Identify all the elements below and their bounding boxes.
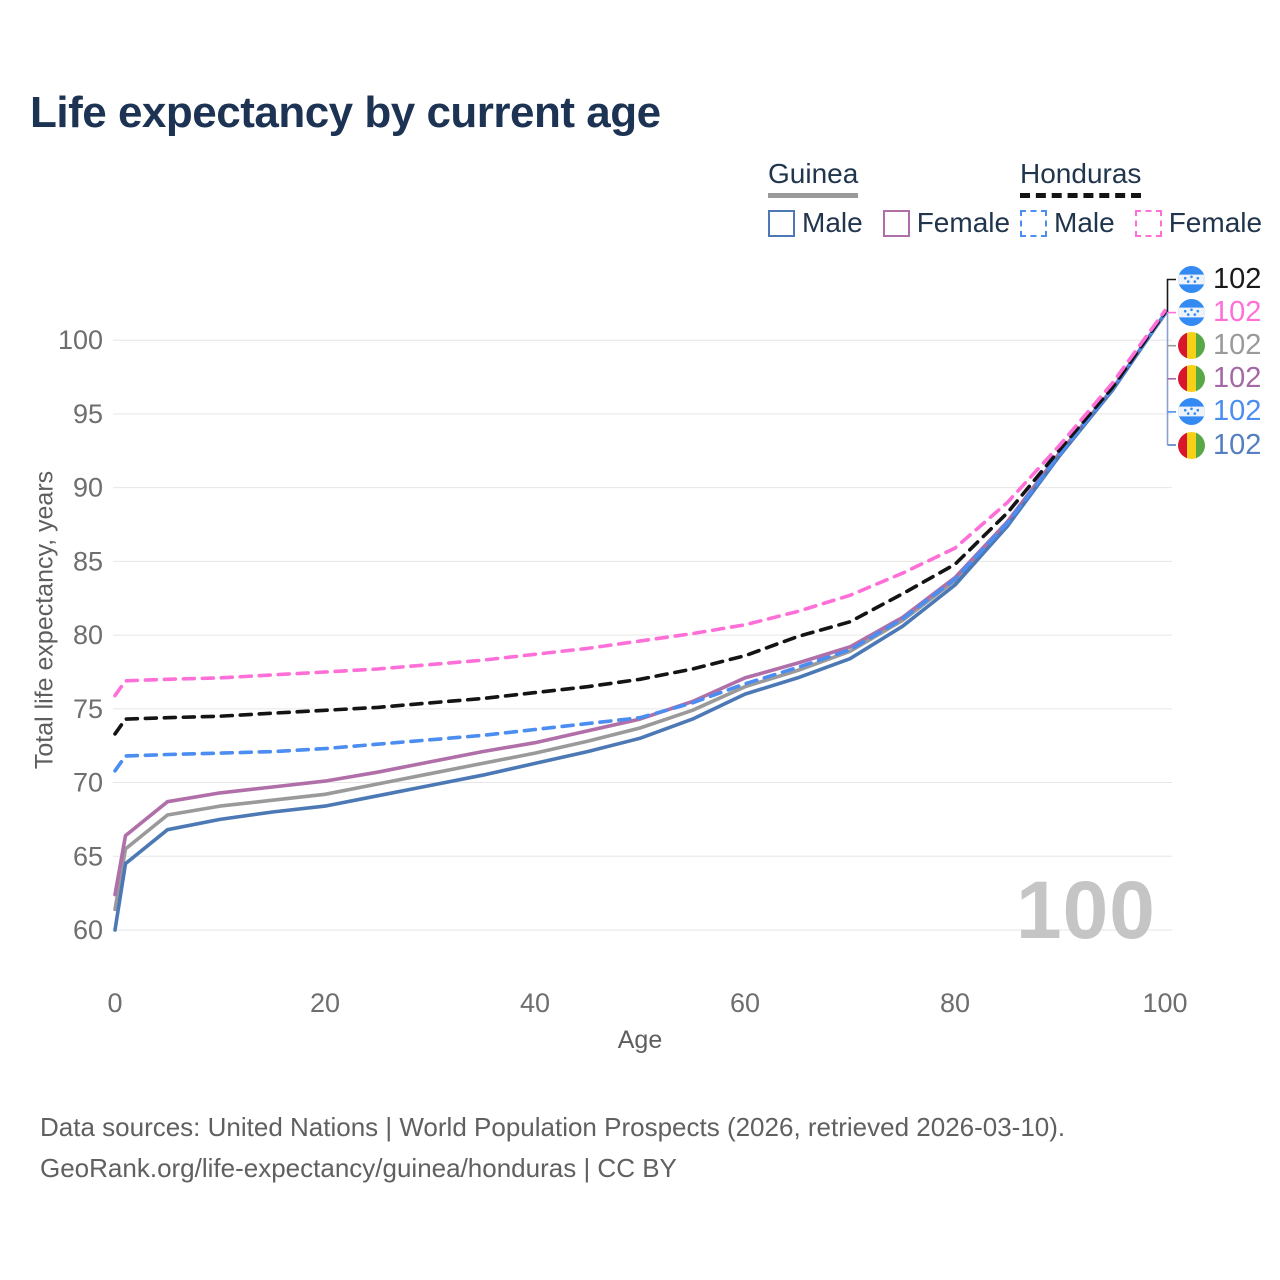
x-tick-label: 60 bbox=[730, 988, 760, 1018]
age-watermark: 100 bbox=[1016, 865, 1156, 956]
data-sources: Data sources: United Nations | World Pop… bbox=[40, 1107, 1065, 1189]
x-tick-label: 100 bbox=[1142, 988, 1187, 1018]
x-tick-label: 80 bbox=[940, 988, 970, 1018]
y-tick-label: 95 bbox=[73, 399, 103, 429]
honduras-male-swatch bbox=[1020, 209, 1047, 237]
y-tick-label: 60 bbox=[73, 915, 103, 945]
end-label-honduras: 102 bbox=[1178, 263, 1261, 296]
series-line-honduras-male[interactable] bbox=[113, 311, 1167, 773]
end-label-value: 102 bbox=[1213, 395, 1262, 428]
honduras-female-swatch bbox=[1134, 209, 1162, 237]
legend-country-guinea[interactable]: Guinea bbox=[768, 158, 859, 198]
legend-item-honduras-female[interactable]: Female bbox=[1134, 207, 1263, 239]
end-label-honduras-male: 102 bbox=[1178, 395, 1261, 428]
end-label-value: 102 bbox=[1213, 296, 1262, 329]
series-line-guinea-female[interactable] bbox=[113, 311, 1167, 897]
legend-item-honduras-female-label: Female bbox=[1168, 207, 1263, 238]
x-tick-label: 40 bbox=[520, 988, 550, 1018]
end-label-value: 102 bbox=[1213, 428, 1262, 461]
end-label-guinea-female: 102 bbox=[1178, 362, 1261, 395]
honduras-flag-icon bbox=[1178, 299, 1205, 326]
series-line-honduras-female[interactable] bbox=[113, 308, 1167, 698]
guinea-female-swatch bbox=[882, 209, 910, 237]
legend-item-honduras-male-label: Male bbox=[1054, 207, 1115, 238]
series-line-guinea-male[interactable] bbox=[113, 311, 1167, 932]
y-tick-label: 70 bbox=[73, 768, 103, 798]
y-tick-label: 65 bbox=[73, 841, 103, 871]
legend-item-guinea-female-label: Female bbox=[916, 207, 1011, 238]
legend-item-guinea-male-label: Male bbox=[802, 207, 863, 238]
guinea-male-swatch bbox=[768, 209, 795, 237]
y-axis-title: Total life expectancy, years bbox=[30, 470, 59, 770]
legend-country-honduras[interactable]: Honduras bbox=[1020, 158, 1142, 198]
honduras-line-swatch bbox=[1020, 193, 1142, 198]
y-tick-label: 90 bbox=[73, 473, 103, 503]
legend-item-guinea-female[interactable]: Female bbox=[882, 207, 1011, 239]
guinea-line-swatch bbox=[768, 193, 859, 198]
y-tick-label: 80 bbox=[73, 620, 103, 650]
legend-item-guinea-male[interactable]: Male bbox=[768, 207, 863, 239]
x-tick-label: 20 bbox=[310, 988, 340, 1018]
legend-country-guinea-label: Guinea bbox=[768, 158, 859, 189]
end-label-value: 102 bbox=[1213, 263, 1262, 295]
x-axis-title: Age bbox=[617, 1026, 663, 1054]
y-tick-label: 85 bbox=[73, 546, 103, 576]
leader-line bbox=[1166, 278, 1176, 313]
legend-group-guinea: Guinea Male Female bbox=[768, 158, 1010, 239]
guinea-flag-icon bbox=[1178, 432, 1205, 459]
honduras-flag-icon bbox=[1178, 266, 1205, 293]
data-sources-line1: Data sources: United Nations | World Pop… bbox=[40, 1112, 1066, 1142]
honduras-flag-icon bbox=[1178, 398, 1205, 425]
guinea-flag-icon bbox=[1178, 332, 1205, 359]
end-label-guinea: 102 bbox=[1178, 329, 1261, 362]
end-label-honduras-female: 102 bbox=[1178, 296, 1261, 329]
chart-title: Life expectancy by current age bbox=[30, 88, 661, 137]
y-tick-label: 100 bbox=[58, 325, 103, 355]
legend-group-honduras: Honduras Male Female bbox=[1020, 158, 1262, 239]
end-label-value: 102 bbox=[1213, 362, 1262, 395]
guinea-flag-icon bbox=[1178, 365, 1205, 392]
end-label-guinea-male: 102 bbox=[1178, 429, 1261, 462]
legend-item-honduras-male[interactable]: Male bbox=[1020, 207, 1115, 239]
legend-country-honduras-label: Honduras bbox=[1020, 158, 1142, 189]
series-line-guinea[interactable] bbox=[113, 311, 1167, 912]
end-label-value: 102 bbox=[1213, 329, 1262, 362]
data-sources-line2: GeoRank.org/life-expectancy/guinea/hondu… bbox=[40, 1153, 677, 1183]
y-tick-label: 75 bbox=[73, 694, 103, 724]
series-line-honduras[interactable] bbox=[113, 310, 1167, 736]
x-tick-label: 0 bbox=[107, 988, 122, 1018]
